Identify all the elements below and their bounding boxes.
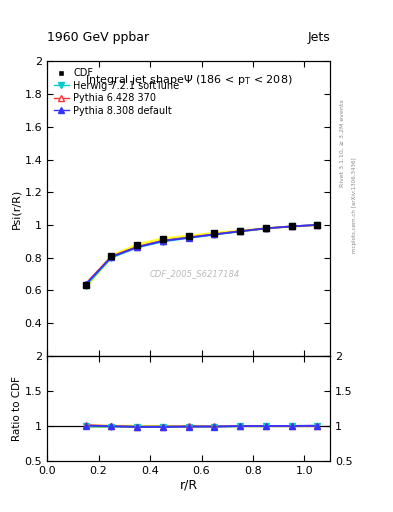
Text: mcplots.cern.ch [arXiv:1306.3436]: mcplots.cern.ch [arXiv:1306.3436]: [352, 157, 357, 252]
Y-axis label: Ratio to CDF: Ratio to CDF: [12, 376, 22, 441]
Legend: CDF, Herwig 7.2.1 softTune, Pythia 6.428 370, Pythia 8.308 default: CDF, Herwig 7.2.1 softTune, Pythia 6.428…: [50, 65, 184, 119]
Text: Rivet 3.1.10, ≥ 3.2M events: Rivet 3.1.10, ≥ 3.2M events: [340, 99, 345, 187]
X-axis label: r/R: r/R: [180, 478, 198, 492]
Text: Jets: Jets: [307, 31, 330, 44]
Text: CDF_2005_S6217184: CDF_2005_S6217184: [149, 269, 239, 278]
Text: Integral jet shape$\Psi$ (186 < p$_\mathregular{T}$ < 208): Integral jet shape$\Psi$ (186 < p$_\math…: [85, 73, 292, 87]
Text: 1960 GeV ppbar: 1960 GeV ppbar: [47, 31, 149, 44]
Y-axis label: Psi(r/R): Psi(r/R): [12, 188, 22, 229]
